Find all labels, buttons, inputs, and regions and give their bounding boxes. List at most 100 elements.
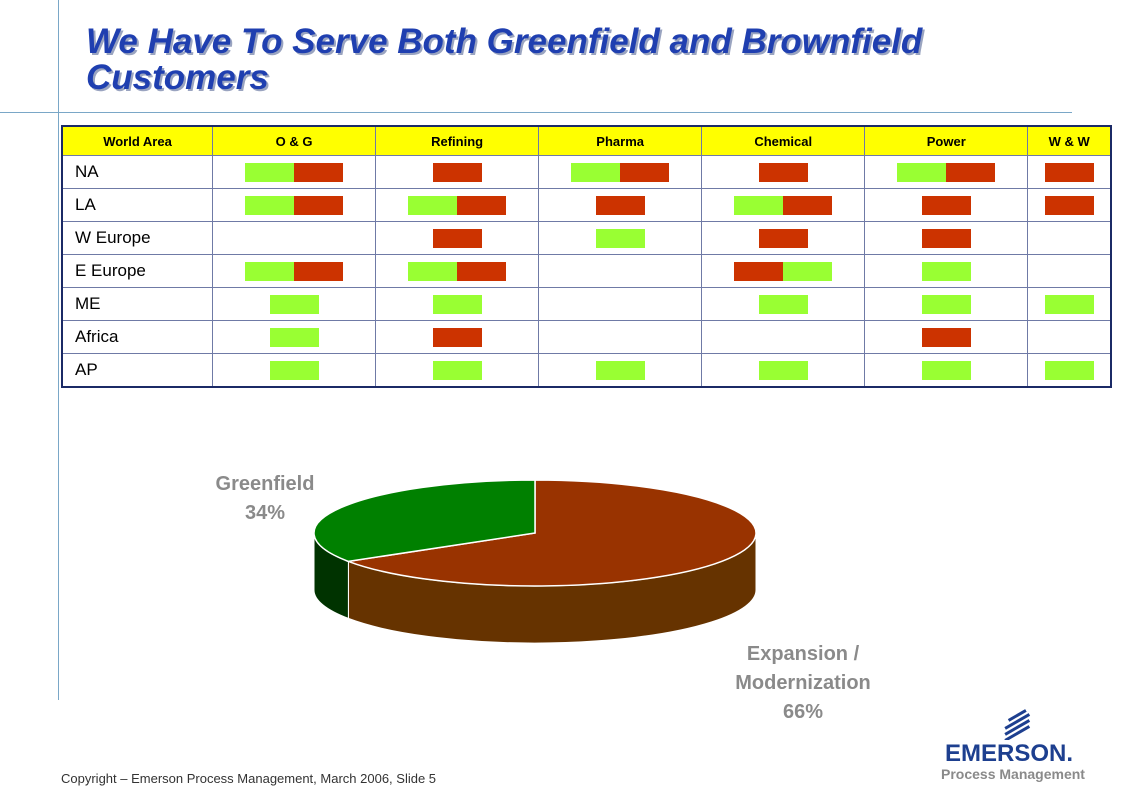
segment-cell [864,253,1029,288]
segment-indicator [1044,163,1094,182]
market-share-pie-chart [300,479,770,670]
greenfield-bar [921,261,971,281]
segment-cell [701,352,866,388]
brownfield-bar [457,261,507,281]
segment-indicator [758,294,808,314]
segment-indicator [408,195,507,215]
segment-indicator [921,261,971,281]
expansion-label: Expansion / Modernization 66% [708,640,898,727]
expansion-name-line-1: Expansion / [746,643,860,665]
greenfield-bar [408,195,458,215]
segment-cell [701,220,866,255]
emerson-wordmark: EMERSON. [945,740,1074,767]
greenfield-bar [595,228,645,248]
segment-cell [211,187,377,222]
segment-indicator [408,261,507,281]
pie-chart-svg [313,479,757,644]
segment-cell [538,187,703,222]
header-power: Power [864,125,1029,156]
segment-indicator [269,327,319,347]
greenfield-bar [734,195,784,215]
brownfield-bar [921,228,971,248]
world-area-cell: E Europe [61,253,213,288]
table-row: E Europe [61,253,1112,288]
greenfield-name: Greenfield [215,473,315,495]
greenfield-bar [921,360,971,380]
segment-indicator [758,163,808,182]
segment-indicator [921,294,971,314]
table-row: AP [61,352,1112,388]
segment-cell [701,319,866,354]
greenfield-slice [313,479,536,563]
segment-cell [211,155,377,189]
brownfield-bar [432,228,482,248]
brownfield-bar [1044,163,1094,182]
header-o-and-g: O & G [211,125,377,156]
slide-title-line-1: We Have To Serve Both Greenfield and Bro… [86,22,923,61]
brownfield-bar [620,163,670,182]
greenfield-bar [897,163,947,182]
greenfield-label: Greenfield 34% [200,470,330,528]
brownfield-bar [294,163,344,182]
greenfield-bar [245,261,295,281]
segment-indicator [1044,195,1094,215]
segment-indicator [734,261,833,281]
segment-cell [375,319,540,354]
world-area-cell: AP [61,352,213,388]
brownfield-bar [758,163,808,182]
segment-cell [701,187,866,222]
segment-cell [1027,220,1112,255]
segment-indicator [758,228,808,248]
table-row: NA [61,155,1112,189]
copyright-footer: Copyright – Emerson Process Management, … [61,771,437,786]
segment-cell [538,319,703,354]
greenfield-bar [595,360,645,380]
header-world-area: World Area [61,125,213,156]
segment-cell [538,220,703,255]
brownfield-bar [595,195,645,215]
segment-indicator [432,327,482,347]
segment-cell [1027,286,1112,321]
brownfield-bar [734,261,784,281]
segment-cell [375,220,540,255]
segment-cell [538,253,703,288]
table-row: Africa [61,319,1112,354]
brownfield-bar [294,261,344,281]
segment-indicator [921,195,971,215]
greenfield-bar [1044,360,1094,380]
segment-indicator [921,360,971,380]
greenfield-percent: 34% [244,502,286,524]
segment-indicator [432,294,482,314]
greenfield-bar [1044,294,1094,314]
segment-cell [701,253,866,288]
segment-cell [1027,253,1112,288]
segment-cell [538,286,703,321]
segment-cell [538,352,703,388]
table-row: W Europe [61,220,1112,255]
segment-cell [375,155,540,189]
brownfield-bar [1044,195,1094,215]
segment-indicator [269,360,319,380]
greenfield-bar [269,360,319,380]
segment-cell [211,319,377,354]
segment-cell [864,286,1029,321]
vertical-rule [58,0,59,700]
brownfield-bar [783,195,833,215]
segment-indicator [245,195,344,215]
segment-cell [211,286,377,321]
segment-indicator [269,294,319,314]
segment-cell [375,286,540,321]
segment-cell [375,352,540,388]
segment-cell [864,187,1029,222]
brownfield-bar [294,195,344,215]
brownfield-bar [758,228,808,248]
segment-cell [701,155,866,189]
header-chemical: Chemical [701,125,866,156]
world-area-cell: Africa [61,319,213,354]
segment-indicator [432,163,482,182]
greenfield-bar [269,294,319,314]
segment-indicator [921,327,971,347]
header-w-and-w: W & W [1027,125,1112,156]
header-refining: Refining [375,125,540,156]
segment-cell [211,253,377,288]
